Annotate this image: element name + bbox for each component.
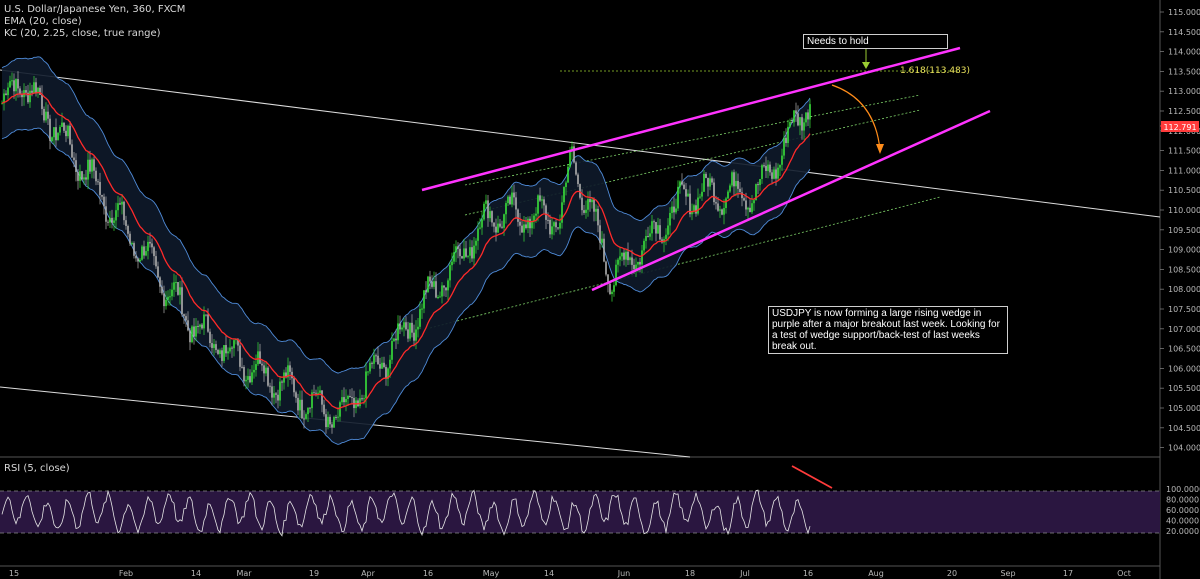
price-tick-label: 114.000 [1168, 48, 1200, 57]
wedge-lower-line[interactable] [591, 109, 991, 292]
legend-kc[interactable]: KC (20, 2.25, close, true range) [4, 28, 161, 39]
price-tick-label: 105.500 [1168, 384, 1200, 393]
time-tick-label: Oct [1117, 569, 1131, 578]
price-tick-label: 109.000 [1168, 246, 1200, 255]
time-tick-label: 16 [423, 569, 433, 578]
price-tick-label: 104.500 [1168, 424, 1200, 433]
time-tick-label: Mar [236, 569, 252, 578]
price-tick-label: 115.000 [1168, 8, 1200, 17]
rising-wedge [421, 46, 991, 292]
analysis-note[interactable]: USDJPY is now forming a large rising wed… [768, 306, 1008, 354]
fib-label: 1.618(113.483) [900, 66, 971, 76]
price-tick-label: 114.500 [1168, 28, 1200, 37]
time-tick-label: Sep [1000, 569, 1015, 578]
rsi-divergence-line[interactable] [791, 465, 833, 489]
time-tick-label: 17 [1063, 569, 1073, 578]
price-tick-label: 108.500 [1168, 265, 1200, 274]
price-tick-label: 107.500 [1168, 305, 1200, 314]
price-tick-label: 105.000 [1168, 404, 1200, 413]
time-tick-label: 19 [309, 569, 319, 578]
time-tick-label: May [483, 569, 500, 578]
time-tick-label: 15 [9, 569, 19, 578]
forecast-arrow[interactable] [831, 84, 881, 151]
legend-rsi[interactable]: RSI (5, close) [4, 463, 70, 474]
time-tick-label: Feb [119, 569, 133, 578]
price-tick-label: 111.500 [1168, 147, 1200, 156]
price-tick-label: 107.000 [1168, 325, 1200, 334]
channel-line-upper[interactable] [464, 94, 921, 186]
rsi-band [0, 491, 1160, 533]
rsi-tick-label: 80.0000 [1166, 496, 1199, 505]
price-tick-label: 113.500 [1168, 67, 1200, 76]
forecast-arrow-head [876, 144, 884, 154]
time-tick-label: Apr [361, 569, 376, 578]
price-tick-label: 106.000 [1168, 364, 1200, 373]
candlesticks [1, 71, 811, 434]
current-price-marker [1161, 121, 1199, 132]
rsi-tick-label: 100.0000 [1166, 485, 1200, 494]
rsi-line [1, 489, 811, 537]
rsi-tick-label: 20.0000 [1166, 527, 1199, 536]
price-tick-label: 109.500 [1168, 226, 1200, 235]
needs-to-hold-note[interactable]: Needs to hold [803, 34, 948, 49]
long-term-resistance-line[interactable] [0, 69, 1161, 218]
price-tick-label: 104.000 [1168, 444, 1200, 453]
time-tick-label: Aug [868, 569, 884, 578]
rsi-tick-label: 60.0000 [1166, 506, 1199, 515]
price-axis[interactable]: 115.000 114.500 114.000 113.500 113.000 112.5… [1160, 8, 1200, 453]
time-axis[interactable]: 15 Feb 14 Mar 19 Apr 16 May 14 Jun 18 Jul 16 Aug 20 Sep… [9, 569, 1131, 578]
rsi-tick-label: 40.0000 [1166, 517, 1199, 526]
legend-ema[interactable]: EMA (20, close) [4, 16, 82, 27]
time-tick-label: 14 [544, 569, 554, 578]
ema-line [1, 91, 811, 410]
price-tick-label: 110.000 [1168, 206, 1200, 215]
keltner-channel [1, 56, 811, 445]
time-tick-label: Jul [739, 569, 750, 578]
price-tick-label: 111.000 [1168, 166, 1200, 175]
legend-symbol[interactable]: U.S. Dollar/Japanese Yen, 360, FXCM [4, 4, 186, 15]
time-tick-label: 20 [947, 569, 957, 578]
price-tick-label: 113.000 [1168, 87, 1200, 96]
time-tick-label: Jun [617, 569, 631, 578]
price-tick-label: 112.500 [1168, 107, 1200, 116]
wedge-upper-line[interactable] [421, 46, 961, 192]
time-tick-label: 16 [803, 569, 813, 578]
price-tick-label: 108.000 [1168, 285, 1200, 294]
price-tick-label: 110.500 [1168, 186, 1200, 195]
time-tick-label: 14 [191, 569, 201, 578]
current-price-label: 112.791 [1163, 123, 1196, 132]
price-tick-label: 106.500 [1168, 345, 1200, 354]
hold-arrow-head [862, 62, 870, 69]
time-tick-label: 18 [685, 569, 695, 578]
